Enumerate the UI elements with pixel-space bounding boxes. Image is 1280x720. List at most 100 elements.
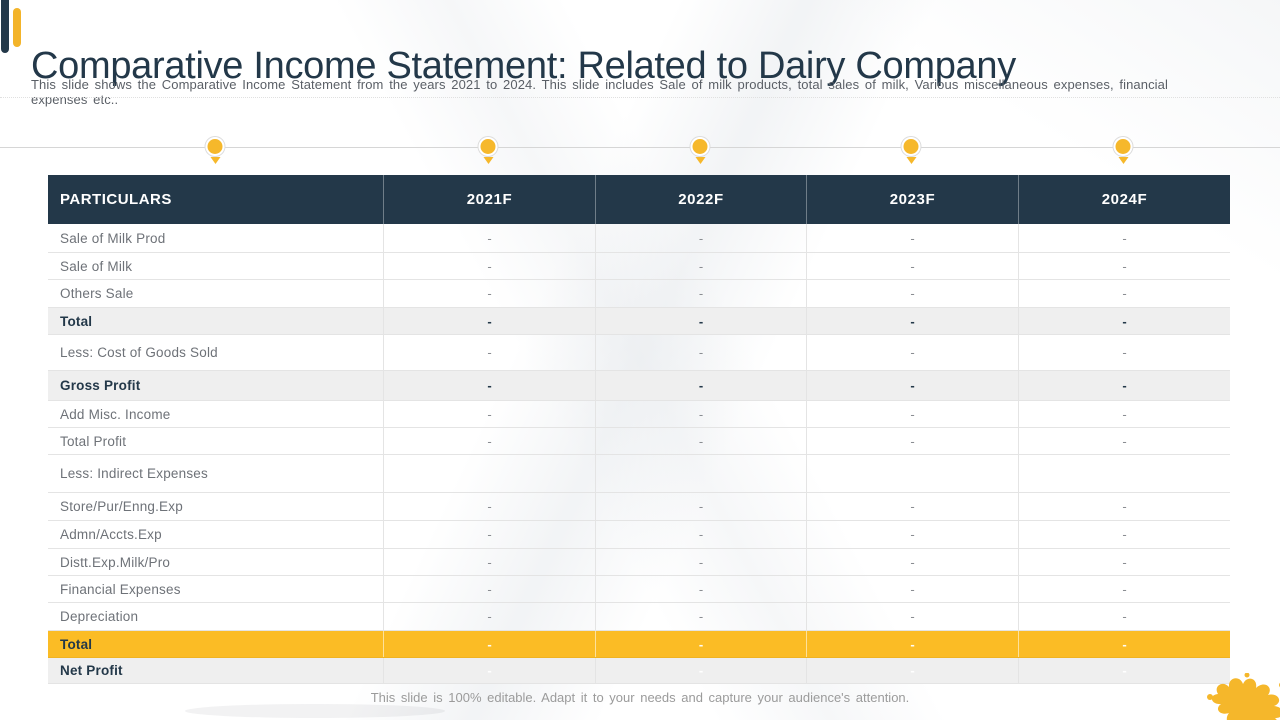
slide-subtitle: This slide shows the Comparative Income …: [31, 77, 1168, 107]
cell-value: [1018, 455, 1230, 492]
cell-value: -: [595, 401, 806, 427]
table-row: Distt.Exp.Milk/Pro - - - -: [48, 549, 1230, 576]
cell-value: -: [806, 335, 1018, 370]
table-row: Less: Indirect Expenses: [48, 455, 1230, 493]
cell-value: -: [1018, 308, 1230, 334]
cell-value: -: [806, 224, 1018, 252]
cell-value: -: [1018, 428, 1230, 454]
cell-value: -: [1018, 280, 1230, 307]
table-row: Less: Cost of Goods Sold - - - -: [48, 335, 1230, 371]
cell-value: -: [383, 521, 595, 548]
cell-value: -: [806, 576, 1018, 602]
table-row: Total - - - -: [48, 631, 1230, 658]
row-label: Total: [60, 636, 93, 652]
pin-tip: [695, 157, 705, 164]
cell-value: -: [806, 521, 1018, 548]
dotted-divider: [0, 97, 1280, 98]
cell-value: -: [595, 280, 806, 307]
row-label: Less: Indirect Expenses: [60, 466, 208, 481]
table-row: Gross Profit - - - -: [48, 371, 1230, 401]
page-title: Comparative Income Statement: Related to…: [31, 45, 1016, 88]
cell-value: -: [595, 658, 806, 683]
row-label: Less: Cost of Goods Sold: [60, 345, 218, 360]
row-label: Depreciation: [60, 609, 139, 624]
row-label: Total: [60, 313, 93, 329]
table-row: Total Profit - - - -: [48, 428, 1230, 455]
cell-value: -: [806, 603, 1018, 630]
title-accent-bar-yellow: [13, 8, 21, 47]
cell-value: -: [383, 280, 595, 307]
cell-value: -: [806, 401, 1018, 427]
map-pin-icon: [1115, 139, 1131, 164]
cell-value: -: [383, 549, 595, 575]
row-label: Sale of Milk: [60, 258, 133, 274]
pin-dot: [903, 139, 919, 154]
table-header-row: PARTICULARS 2021F 2022F 2023F 2024F: [48, 175, 1230, 224]
cell-value: -: [595, 603, 806, 630]
table-row: Admn/Accts.Exp - - - -: [48, 521, 1230, 549]
cell-value: -: [383, 253, 595, 279]
table-row: Financial Expenses - - - -: [48, 576, 1230, 603]
cell-value: -: [383, 576, 595, 602]
cell-value: -: [1018, 493, 1230, 520]
table-row: Sale of Milk Prod - - - -: [48, 224, 1230, 253]
cell-value: -: [806, 253, 1018, 279]
cell-value: -: [383, 658, 595, 683]
cell-value: -: [806, 280, 1018, 307]
table-body: Sale of Milk Prod - - - - Sale of Milk - - - - Oth…: [48, 224, 1230, 684]
cell-value: -: [1018, 253, 1230, 279]
column-header: 2024F: [1018, 175, 1230, 224]
cell-value: -: [1018, 631, 1230, 657]
table-row: Others Sale - - - -: [48, 280, 1230, 308]
cell-value: -: [383, 371, 595, 400]
row-label: Net Profit: [60, 663, 123, 678]
cell-value: -: [595, 493, 806, 520]
cell-value: -: [806, 371, 1018, 400]
footer-note: This slide is 100% editable. Adapt it to…: [370, 690, 910, 705]
cell-value: -: [806, 631, 1018, 657]
pin-dot: [207, 139, 223, 154]
column-header: 2022F: [595, 175, 806, 224]
cell-value: -: [595, 308, 806, 334]
cell-value: -: [806, 428, 1018, 454]
cell-value: -: [595, 335, 806, 370]
pin-dot: [692, 139, 708, 154]
row-label: Total Profit: [60, 433, 127, 449]
cell-value: -: [1018, 521, 1230, 548]
cell-value: -: [383, 428, 595, 454]
row-label: Admn/Accts.Exp: [60, 527, 162, 542]
cell-value: -: [1018, 658, 1230, 683]
cell-value: -: [595, 631, 806, 657]
cell-value: [383, 455, 595, 492]
cell-value: -: [383, 493, 595, 520]
cell-value: -: [383, 631, 595, 657]
pin-tip: [210, 157, 220, 164]
table-row: Sale of Milk - - - -: [48, 253, 1230, 280]
income-statement-table: PARTICULARS 2021F 2022F 2023F 2024F Sale of …: [48, 175, 1230, 684]
bottom-smudge-decor: [185, 704, 445, 718]
title-accent-bar-navy: [1, 0, 9, 53]
row-label: Add Misc. Income: [60, 406, 171, 422]
cell-value: -: [806, 308, 1018, 334]
cell-value: -: [806, 493, 1018, 520]
cell-value: -: [383, 335, 595, 370]
column-header: 2023F: [806, 175, 1018, 224]
cell-value: -: [595, 428, 806, 454]
cell-value: -: [595, 371, 806, 400]
cell-value: -: [383, 224, 595, 252]
cell-value: -: [1018, 603, 1230, 630]
pin-dot: [480, 139, 496, 154]
row-label: Store/Pur/Enng.Exp: [60, 499, 183, 514]
pin-tip: [1118, 157, 1128, 164]
map-pin-icon: [207, 139, 223, 164]
cell-value: -: [1018, 576, 1230, 602]
row-label: Distt.Exp.Milk/Pro: [60, 554, 171, 570]
cell-value: -: [1018, 401, 1230, 427]
pin-tip: [906, 157, 916, 164]
cell-value: -: [595, 576, 806, 602]
column-header: PARTICULARS: [60, 191, 172, 208]
map-pin-icon: [903, 139, 919, 164]
cell-value: -: [595, 224, 806, 252]
cell-value: -: [1018, 224, 1230, 252]
cell-value: -: [383, 308, 595, 334]
